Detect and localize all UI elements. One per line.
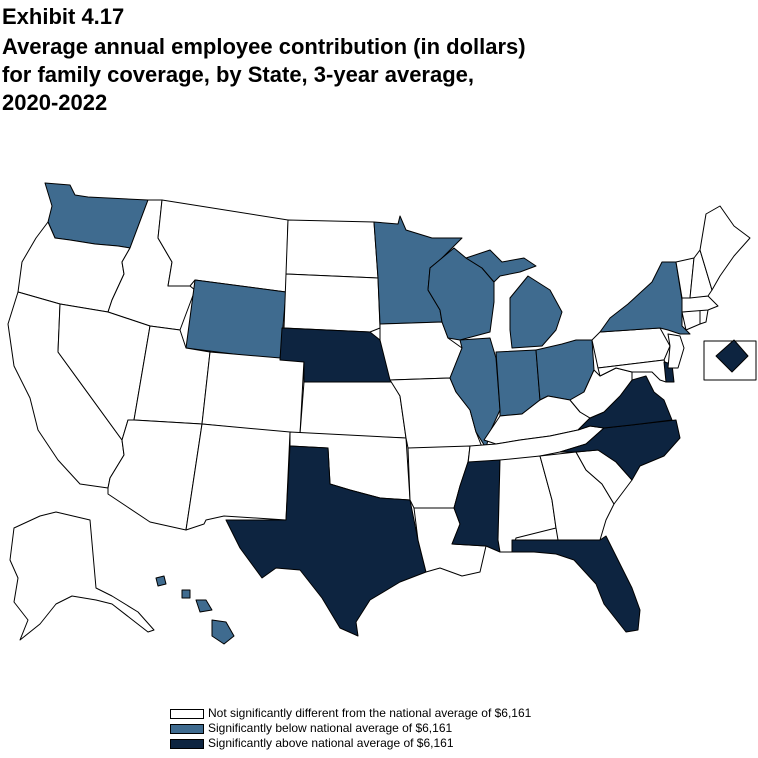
legend-item-above: Significantly above national average of … — [170, 736, 531, 751]
state-hi[interactable] — [155, 575, 235, 645]
state-co[interactable] — [201, 351, 305, 435]
legend-label-below: Significantly below national average of … — [208, 721, 453, 735]
state-mt[interactable] — [157, 199, 289, 293]
state-wy[interactable] — [185, 279, 287, 361]
legend-label-above: Significantly above national average of … — [208, 736, 454, 750]
state-nm[interactable] — [185, 423, 291, 531]
legend-item-not-significant: Not significantly different from the nat… — [170, 706, 531, 721]
state-tx[interactable] — [225, 445, 427, 637]
exhibit-label: Exhibit 4.17 — [2, 4, 125, 29]
state-wv[interactable] — [569, 367, 633, 419]
state-mi[interactable] — [465, 249, 563, 349]
state-nd[interactable] — [285, 219, 379, 279]
title-line-3: 2020-2022 — [2, 90, 108, 115]
legend-label-not-significant: Not significantly different from the nat… — [208, 706, 532, 720]
legend-item-below: Significantly below national average of … — [170, 721, 531, 736]
dc-shape — [715, 339, 749, 373]
state-ny[interactable] — [599, 261, 691, 335]
legend: Not significantly different from the nat… — [170, 706, 531, 751]
state-nj[interactable] — [667, 333, 685, 369]
state-ak[interactable] — [9, 511, 155, 641]
state-me[interactable] — [699, 205, 751, 291]
title-line-1: Average annual employee contribution (in… — [2, 34, 526, 59]
map-title: Average annual employee contribution (in… — [2, 33, 722, 117]
state-fl[interactable] — [511, 535, 641, 633]
state-il[interactable] — [449, 337, 501, 449]
legend-swatch-above — [170, 738, 204, 749]
title-line-2: for family coverage, by State, 3-year av… — [2, 62, 475, 87]
legend-swatch-below — [170, 723, 204, 734]
state-sd[interactable] — [283, 273, 381, 333]
state-ct[interactable] — [681, 309, 701, 331]
legend-swatch-not-significant — [170, 708, 204, 719]
state-ri[interactable] — [699, 309, 709, 325]
state-ks[interactable] — [299, 381, 407, 439]
state-nh[interactable] — [689, 249, 713, 299]
